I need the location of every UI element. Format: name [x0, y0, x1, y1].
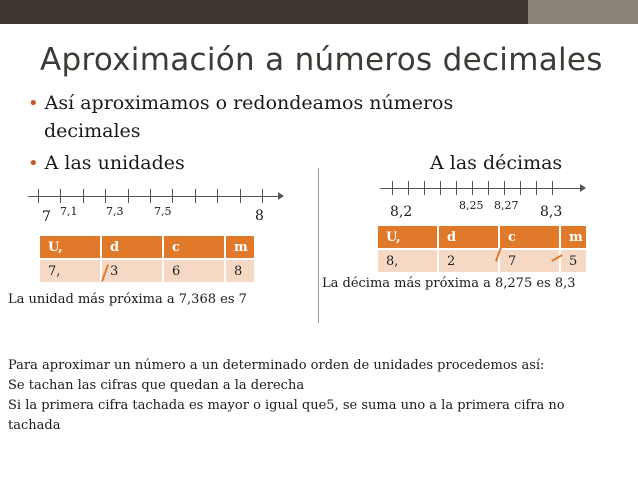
number-line-tick [262, 189, 263, 203]
number-line-tick [456, 181, 457, 195]
right-header-u: U, [378, 226, 439, 249]
left-header-d: d [101, 236, 164, 259]
paragraph-line-4: tachada [8, 418, 61, 433]
paragraph-line-2: Se tachan las cifras que quedan a la der… [8, 378, 305, 393]
right-cell-m: 5 [560, 248, 588, 272]
top-bar-accent [528, 0, 638, 24]
number-line-tick [472, 181, 473, 195]
number-line-tick [60, 189, 62, 203]
number-line-tick [552, 181, 553, 195]
left-line-mark-1: 7,1 [60, 205, 78, 218]
number-line-tick [440, 181, 441, 195]
left-cell-c: 6 [163, 258, 226, 282]
bullet-dot-icon: • [28, 93, 39, 114]
number-line-tick [520, 181, 521, 195]
number-line-tick [194, 189, 196, 203]
number-line-tick [408, 181, 409, 195]
left-header-c: c [163, 236, 226, 259]
right-cell-u: 8, [378, 248, 439, 272]
right-line-start: 8,2 [390, 204, 413, 220]
bullet-2-text: A las unidades [44, 152, 185, 174]
slide-title: Aproximación a números decimales [40, 42, 603, 78]
right-header-c: c [499, 226, 561, 249]
bullet-1: • Así aproximamos o redondeamos números [28, 92, 453, 114]
number-line-tick [504, 181, 505, 195]
bullet-1-cont: decimales [44, 120, 141, 142]
paragraph-line-3: Si la primera cifra tachada es mayor o i… [8, 398, 565, 413]
number-line-tick [424, 181, 425, 195]
left-cell-u: 7, [40, 258, 102, 282]
right-cell-c: 7 [499, 248, 561, 272]
paragraph-line-1: Para aproximar un número a un determinad… [8, 358, 545, 373]
right-cell-d: 2 [438, 248, 500, 272]
right-number-line-axis [380, 188, 580, 189]
number-line-tick [172, 189, 174, 203]
left-line-end: 8 [255, 208, 264, 224]
left-header-m: m [225, 236, 256, 259]
left-place-value-table: U, d c m 7, 3 6 8 [40, 236, 256, 282]
left-number-line-axis [28, 196, 278, 197]
number-line-tick [536, 181, 537, 195]
number-line-tick [392, 181, 393, 195]
right-place-value-table: U, d c m 8, 2 7 5 [378, 226, 588, 272]
right-axis-arrow-icon [580, 184, 586, 192]
number-line-tick [150, 189, 151, 203]
left-cell-d: 3 [101, 258, 164, 282]
right-header-d: d [438, 226, 500, 249]
number-line-tick [127, 189, 129, 203]
number-line-tick [38, 189, 39, 203]
divider-line [318, 168, 319, 323]
number-line-tick [488, 181, 489, 195]
right-line-mark-1: 8,25 [459, 199, 484, 212]
left-line-mark-3: 7,5 [154, 205, 172, 218]
tenths-heading: A las décimas [430, 152, 563, 174]
number-line-tick [239, 189, 241, 203]
bullet-1-text: Así aproximamos o redondeamos números [44, 92, 454, 114]
number-line-tick [217, 189, 219, 203]
number-line-tick [105, 189, 107, 203]
left-line-start: 7 [42, 209, 51, 225]
left-axis-arrow-icon [278, 192, 284, 200]
bullet-dot-icon: • [28, 153, 39, 174]
bullet-2: • A las unidades [28, 152, 185, 174]
left-cell-m: 8 [225, 258, 256, 282]
right-header-m: m [560, 226, 588, 249]
right-caption: La décima más próxima a 8,275 es 8,3 [322, 276, 576, 291]
right-line-end: 8,3 [540, 204, 563, 220]
top-bar [0, 0, 638, 24]
number-line-tick [82, 189, 84, 203]
right-line-mark-2: 8,27 [494, 199, 519, 212]
left-caption: La unidad más próxima a 7,368 es 7 [8, 292, 247, 307]
left-line-mark-2: 7,3 [106, 205, 124, 218]
left-header-u: U, [40, 236, 102, 259]
